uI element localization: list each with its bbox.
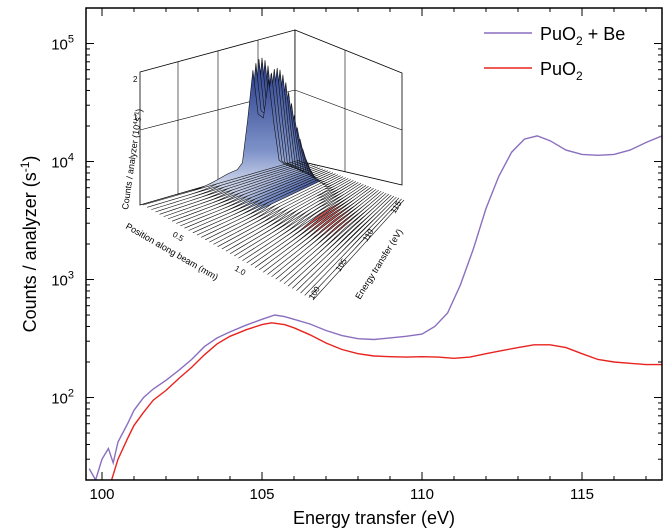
inset-ridge: [142, 70, 301, 206]
x-tick-label: 115: [570, 486, 594, 503]
inset-ridge: [271, 189, 379, 278]
x-axis: 100 105 110 115: [89, 8, 647, 503]
x-axis-title: Energy transfer (eV): [293, 508, 455, 528]
inset-ridge: [308, 198, 402, 298]
legend-label-puo2-be: PuO2 + Be: [540, 24, 625, 48]
inset-energy-tick: 105: [334, 257, 349, 274]
inset-ridge: [267, 189, 377, 275]
inset-ridge: [238, 182, 359, 259]
inset-ridge: [304, 197, 400, 296]
inset-ridge: [287, 193, 390, 287]
inset-3d-plot: Counts / analyzer (104s-1) 1 2 Position …: [120, 29, 405, 302]
inset-energy-tick: 115: [389, 199, 404, 215]
inset-ridges: [142, 57, 405, 301]
inset-ridge: [225, 179, 351, 252]
inset-ridge: [229, 180, 354, 254]
legend: PuO2 + Be PuO2: [484, 24, 625, 83]
y-tick-label: 104: [51, 152, 74, 172]
inset-ridge: [283, 192, 387, 285]
inset-z-tick: 1: [133, 113, 138, 122]
inset-ridge: [292, 194, 392, 289]
inset-ridge: [275, 190, 382, 280]
x-tick-label: 105: [249, 486, 274, 503]
series-layer: [88, 135, 662, 480]
inset-grid-line: [294, 89, 403, 131]
x-tick-label: 110: [410, 486, 434, 503]
inset-position-label: Position along beam (mm): [124, 221, 220, 282]
inset-ridge: [242, 183, 362, 261]
inset-side-wall: [294, 29, 403, 186]
inset-ridge: [296, 195, 395, 291]
inset-z-tick: 2: [133, 75, 138, 84]
inset-ridge: [312, 199, 405, 301]
y-axis-title: Counts / analyzer (s-1): [18, 156, 40, 333]
legend-label-puo2: PuO2: [540, 59, 583, 83]
inset-ridge: [250, 185, 367, 266]
y-tick-label: 102: [51, 388, 74, 408]
inset-position-tick: 0.5: [171, 230, 186, 244]
inset-ridge: [263, 188, 374, 273]
x-tick-label: 100: [89, 486, 114, 503]
inset-ridge: [300, 196, 397, 294]
inset-ridge: [258, 187, 372, 271]
y-tick-label: 103: [51, 270, 74, 290]
series-line-puo2-be: [88, 135, 662, 480]
series-line-puo2: [110, 322, 662, 480]
inset-ridge: [254, 186, 369, 268]
y-tick-label: 105: [51, 34, 74, 54]
y-axis: 102 103 104 105: [51, 7, 662, 481]
inset-position-tick: 1.0: [233, 264, 248, 278]
inset-ridge: [279, 191, 384, 282]
inset-ridge: [234, 181, 356, 257]
inset-energy-tick: 100: [307, 285, 322, 302]
inset-ridge: [246, 184, 364, 264]
